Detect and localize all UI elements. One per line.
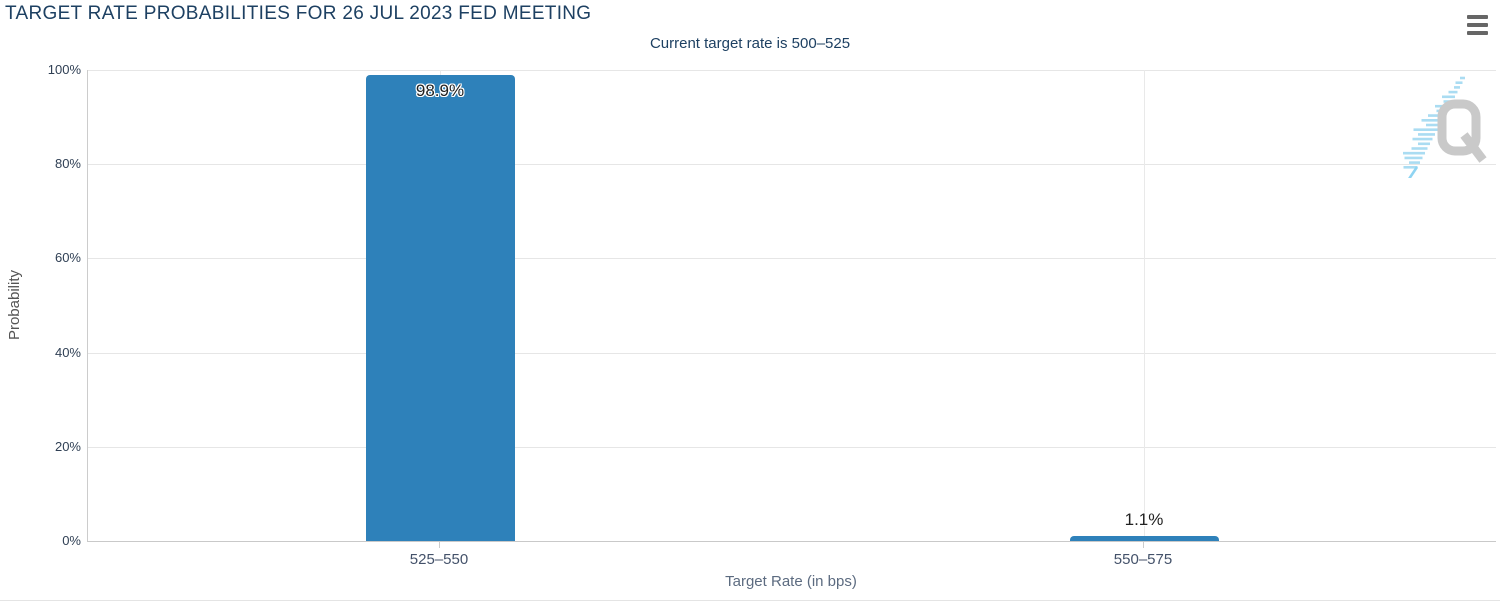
bar-value-label: 98.9%: [415, 81, 465, 101]
hamburger-icon: [1467, 31, 1488, 35]
x-axis-title: Target Rate (in bps): [725, 573, 857, 590]
probability-bar[interactable]: [365, 75, 515, 541]
y-tick-label: 60%: [54, 250, 81, 266]
x-axis-tick: [1143, 542, 1144, 548]
y-tick-label: 100%: [47, 62, 81, 77]
chart-context-menu-button[interactable]: [1465, 13, 1491, 37]
y-gridline: [88, 446, 1496, 448]
x-category-label: 525–550: [409, 551, 469, 568]
y-gridline: [88, 164, 1496, 166]
x-category-label: 550–575: [1113, 551, 1173, 568]
bar-value-label: 1.1%: [1124, 509, 1164, 529]
hamburger-icon: [1467, 23, 1488, 27]
probability-bar[interactable]: [1069, 535, 1219, 541]
x-gridline: [1144, 70, 1145, 541]
y-gridline: [88, 258, 1496, 260]
y-gridline: [88, 352, 1496, 354]
plot-area: 98.9% 1.1%: [87, 70, 1496, 542]
y-axis-title: Probability: [4, 70, 24, 541]
x-axis-tick: [439, 542, 440, 548]
y-axis-title-text: Probability: [5, 270, 23, 341]
chart-title: TARGET RATE PROBABILITIES FOR 26 JUL 202…: [5, 3, 592, 24]
y-gridline: [88, 70, 1496, 71]
y-tick-label: 20%: [54, 438, 81, 454]
y-tick-label: 80%: [54, 156, 81, 172]
chart-subtitle: Current target rate is 500–525: [649, 35, 851, 52]
y-tick-label: 0%: [62, 533, 81, 548]
y-tick-label: 40%: [54, 344, 81, 360]
hamburger-icon: [1467, 15, 1488, 19]
